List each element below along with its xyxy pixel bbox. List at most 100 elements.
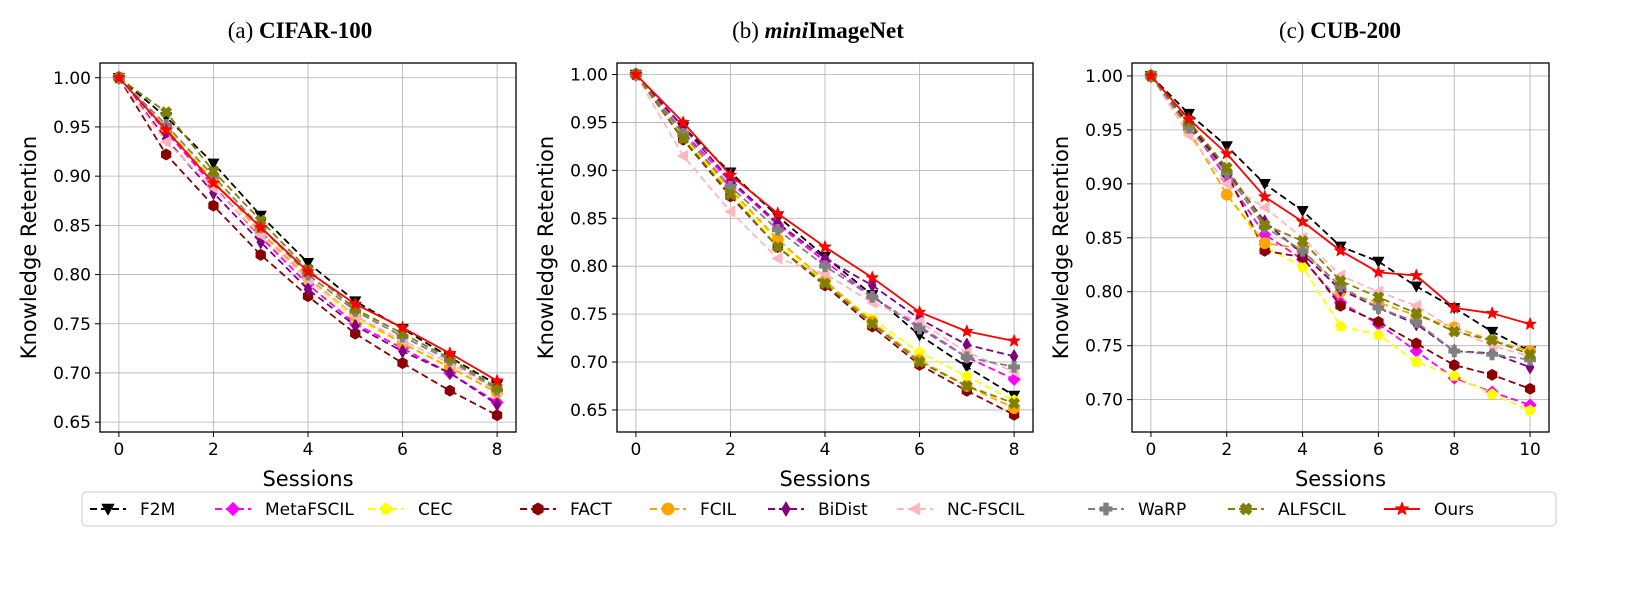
legend-entry-fact: FACT (520, 500, 612, 520)
data-point-ours (1447, 301, 1461, 314)
data-point-warp (866, 290, 879, 303)
x-tick-label: 0 (113, 440, 124, 460)
data-point-ours (207, 176, 220, 189)
axes-frame (616, 62, 1034, 433)
x-tick-label: 0 (630, 440, 641, 460)
data-point-f2m (1220, 141, 1233, 152)
data-point-f2m (302, 257, 314, 269)
series-line-alfscil (635, 73, 1015, 405)
legend-label: F2M (140, 500, 175, 520)
data-point-nc-fscil (677, 150, 688, 162)
x-axis-label: Sessions (1295, 467, 1386, 491)
data-point-warp (1008, 360, 1020, 373)
data-point-fact (397, 357, 408, 370)
series-f2m (1145, 71, 1536, 357)
data-point-f2m (207, 158, 220, 170)
data-point-warp (1448, 345, 1461, 357)
x-tick-label: 2 (208, 440, 219, 460)
data-point-ours (676, 115, 690, 128)
y-tick-label: 0.65 (570, 401, 608, 421)
x-axis-label: Sessions (262, 467, 353, 491)
data-point-fact (1373, 316, 1384, 328)
data-point-alfscil (1486, 334, 1498, 347)
legend-label: MetaFSCIL (265, 500, 354, 520)
data-point-ours (396, 320, 409, 334)
y-tick-label: 0.80 (1085, 283, 1123, 303)
series-ours (629, 67, 1021, 347)
legend-marker-bidist (781, 501, 791, 517)
data-point-ours (254, 220, 268, 233)
data-point-fact (1449, 359, 1460, 372)
legend-marker-nc-fscil (908, 502, 921, 516)
legend-label: BiDist (818, 500, 868, 520)
legend-label: FACT (570, 500, 612, 520)
y-axis-label: Knowledge Retention (1049, 136, 1073, 359)
x-tick-label: 10 (1519, 440, 1541, 460)
data-point-nc-fscil (724, 205, 736, 218)
y-tick-label: 0.90 (570, 161, 608, 181)
legend-entry-warp: WaRP (1088, 500, 1186, 520)
data-point-ours (724, 168, 737, 181)
data-point-nc-fscil (771, 252, 783, 265)
x-tick-label: 6 (397, 440, 408, 460)
series-ours (112, 71, 504, 387)
y-tick-label: 0.90 (53, 167, 91, 187)
series-line-warp (1150, 75, 1531, 361)
data-point-fact (1411, 337, 1422, 350)
legend-entry-f2m: F2M (90, 500, 175, 520)
data-point-cec (961, 370, 973, 382)
data-point-alfscil (819, 277, 831, 290)
axes-frame (99, 62, 517, 433)
y-tick-label: 1.00 (570, 66, 608, 86)
data-point-alfscil (961, 380, 973, 392)
data-point-nc-fscil (1258, 201, 1270, 214)
data-point-bidist (492, 397, 502, 412)
data-point-fact (444, 384, 455, 397)
data-point-cec (1334, 320, 1347, 332)
x-tick-label: 8 (1009, 440, 1020, 460)
y-tick-label: 0.70 (53, 364, 91, 384)
y-tick-label: 0.70 (570, 353, 608, 373)
data-point-cec (1296, 261, 1309, 272)
y-axis-label: Knowledge Retention (534, 136, 558, 359)
series-nc-fscil (1145, 70, 1535, 363)
x-tick-label: 6 (1373, 440, 1384, 460)
data-point-alfscil (1258, 219, 1271, 231)
data-point-f2m (1372, 256, 1385, 268)
data-point-ours (1523, 317, 1537, 330)
data-point-warp (960, 351, 973, 364)
data-point-warp (1296, 244, 1309, 257)
data-point-nc-fscil (160, 135, 171, 148)
series-metafscil (1144, 69, 1537, 412)
data-point-alfscil (1410, 307, 1423, 320)
data-point-bidist (445, 365, 455, 380)
series-line-metafscil (1150, 75, 1531, 406)
data-point-ours (960, 324, 974, 337)
legend-entry-metafscil: MetaFSCIL (215, 500, 354, 520)
data-point-f2m (1296, 206, 1309, 217)
data-point-warp (771, 223, 784, 236)
data-point-f2m (1410, 281, 1423, 293)
series-ours (1144, 69, 1537, 330)
data-point-alfscil (1221, 161, 1233, 174)
data-point-cec (1448, 369, 1460, 381)
x-tick-label: 2 (725, 440, 736, 460)
data-point-ours (1371, 265, 1385, 278)
data-point-ours (771, 206, 785, 219)
data-point-alfscil (724, 188, 737, 201)
legend-marker-fcil (661, 502, 675, 516)
data-point-fact (1335, 299, 1346, 312)
legend-marker-cec (379, 502, 393, 515)
x-tick-label: 4 (820, 440, 831, 460)
data-point-fact (1524, 382, 1536, 395)
legend-entry-nc-fscil: NC-FSCIL (897, 500, 1025, 520)
data-point-fact (1486, 368, 1498, 381)
data-point-alfscil (1296, 235, 1309, 247)
data-point-ours (1007, 334, 1021, 347)
legend-marker-f2m (101, 503, 115, 516)
y-tick-label: 0.90 (1085, 175, 1123, 195)
legend-label: WaRP (1138, 500, 1186, 520)
series-line-alfscil (1150, 75, 1531, 356)
data-point-warp (1486, 348, 1499, 361)
data-point-cec (1486, 388, 1498, 400)
